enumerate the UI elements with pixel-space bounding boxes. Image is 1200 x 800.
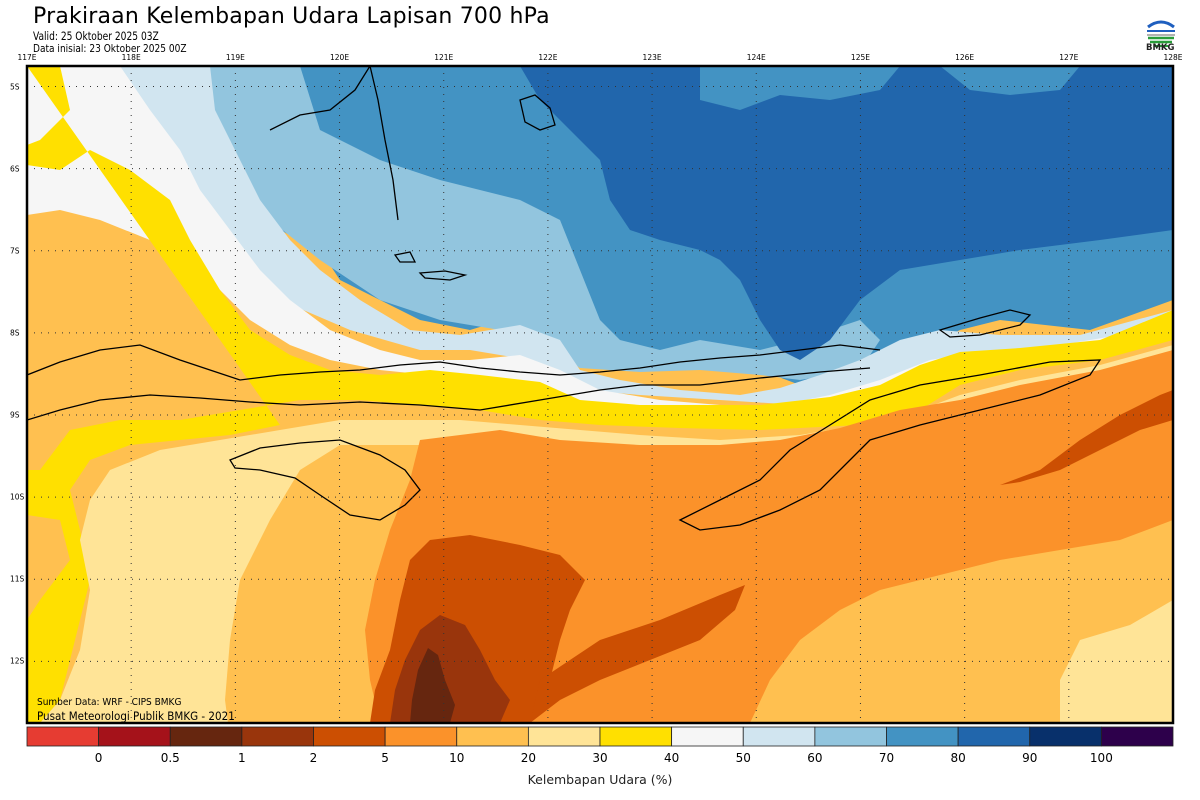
colorbar-bin [1029,726,1102,747]
colorbar-bin [886,726,959,747]
field-80-90 [520,66,1173,360]
lat-tick-label: 12S [10,656,25,666]
lon-tick-label: 123E [642,53,662,62]
colorbar-bin [456,726,529,747]
field-2-5-streak [530,585,745,723]
lon-tick-label: 120E [330,53,350,62]
field-20-30 [40,345,1173,723]
initial-time: Data inisial: 23 Oktober 2025 00Z [33,43,187,55]
field-60-70 [200,66,880,380]
lat-tick-label: 8S [10,328,20,338]
field-70-80-ne [940,66,1080,95]
colorbar-tick-label: 70 [878,751,895,765]
colorbar-tick-label: 40 [663,751,680,765]
valid-time: Valid: 25 Oktober 2025 03Z [33,29,159,43]
colorbar-bin [599,726,673,747]
colorbar-bin [98,726,171,747]
lat-tick-label: 9S [10,410,20,420]
lon-tick-label: 124E [746,53,766,62]
colorbar-title: Kelembapan Udara (%) [527,772,673,787]
lon-tick-label: 119E [225,53,245,62]
colorbar-tick-label: 0.5 [160,751,180,765]
field-30-40 [27,66,1173,723]
coastlines [27,66,1102,531]
lat-tick-label: 5S [10,82,20,92]
bmkg-logo-text: BMKG [1146,43,1175,53]
colorbar-tick-label: 60 [807,751,823,765]
coast-nusa-tenggara-north [27,344,881,381]
colorbar-tick-label: 50 [735,751,751,765]
lat-tick-label: 10S [10,492,25,502]
field-70-80-north [700,66,900,110]
lon-tick-label: 118E [121,53,141,62]
field-20-30-se [1060,600,1173,723]
lon-tick-label: 127E [1059,53,1079,62]
field-50-60 [110,66,1173,405]
coast-sumba [229,439,421,521]
coast-buton [519,94,556,131]
colorbar-tick-label: 2 [309,751,318,765]
colorbar-tick-label: 20 [520,751,537,765]
map-title: Prakiraan Kelembapan Udara Lapisan 700 h… [33,4,550,29]
coast-timor [678,359,1102,531]
colorbar-bin [313,726,386,747]
colorbar-bin [26,726,100,747]
colorbar-tick-label: 5 [381,751,389,765]
publisher: Pusat Meteorologi Publik BMKG - 2021 [37,709,235,723]
lon-tick-label: 117E [17,53,37,62]
lon-tick-label: 126E [955,53,975,62]
lon-tick-label: 125E [850,53,870,62]
humidity-field [27,66,1173,723]
lat-tick-label: 7S [10,246,20,256]
colorbar-bin [671,726,744,747]
lon-tick-label: 122E [538,53,558,62]
coast-wetar [938,309,1032,338]
colorbar [26,726,1174,747]
colorbar-tick-label: 0 [94,751,103,765]
colorbar-bin [527,726,601,747]
map-frame [25,64,1175,725]
colorbar-tick-label: 10 [449,751,465,765]
field-2-5-ne [1000,390,1173,485]
colorbar-tick-label: 100 [1089,751,1113,765]
colorbar-tick-label: 90 [1022,751,1038,765]
bmkg-logo-icon [1146,17,1176,47]
field-40-50 [27,66,1173,415]
field-0.5-1 [410,648,455,723]
colorbar-bin [814,726,887,747]
colorbar-tick-label: 1 [238,751,246,765]
field-5-10 [365,350,1173,723]
lat-tick-label: 6S [10,164,20,174]
coast-tanahjampea [393,251,417,263]
coast-nusa-tenggara-south [27,367,871,421]
colorbar-bin [241,726,314,747]
colorbar-bin [169,726,243,747]
colorbar-bin [742,726,816,747]
colorbar-tick-label: 80 [950,751,966,765]
colorbar-bin [1100,726,1174,747]
lon-tick-label: 121E [434,53,454,62]
data-source: Sumber Data: WRF - CIPS BMKG [37,697,182,708]
colorbar-bin [384,726,458,747]
lon-tick-label: 128E [1163,53,1183,62]
lat-tick-label: 11S [10,574,25,584]
coast-flores-sea-island [418,270,468,281]
coast-sulawesi [269,66,399,221]
colorbar-bin [957,726,1031,747]
colorbar-tick-label: 30 [592,751,608,765]
